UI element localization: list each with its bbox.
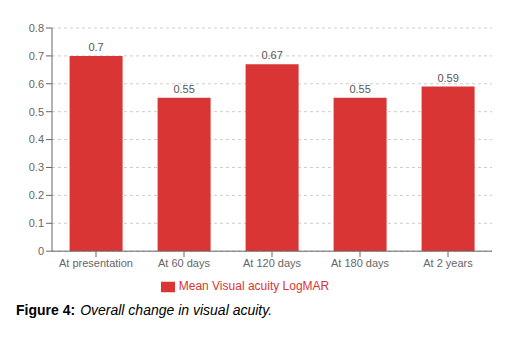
svg-text:At 60 days: At 60 days [158, 257, 210, 269]
svg-text:0: 0 [38, 245, 44, 257]
svg-text:At 2 years: At 2 years [423, 257, 473, 269]
svg-text:0.1: 0.1 [29, 217, 44, 229]
svg-text:At presentation: At presentation [59, 257, 133, 269]
svg-text:At 180 days: At 180 days [331, 257, 390, 269]
svg-text:0.59: 0.59 [437, 72, 458, 84]
svg-text:0.7: 0.7 [29, 50, 44, 62]
svg-text:0.2: 0.2 [29, 189, 44, 201]
svg-text:0.8: 0.8 [29, 22, 44, 34]
svg-text:At 120 days: At 120 days [243, 257, 302, 269]
svg-text:0.4: 0.4 [29, 133, 44, 145]
html-text:Mean Visual acuity LogMAR: Mean Visual acuity LogMAR [178, 279, 330, 294]
html-text:Figure 4: Overall change in vi: Figure 4: Overall change in visual acuit… [16, 302, 273, 318]
svg-text:0.67: 0.67 [261, 49, 282, 61]
svg-text:0.55: 0.55 [349, 83, 370, 95]
svg-text:0.6: 0.6 [29, 78, 44, 90]
svg-text:0.7: 0.7 [88, 41, 103, 53]
svg-text:0.3: 0.3 [29, 161, 44, 173]
svg-text:0.55: 0.55 [173, 83, 194, 95]
svg-text:0.5: 0.5 [29, 106, 44, 118]
